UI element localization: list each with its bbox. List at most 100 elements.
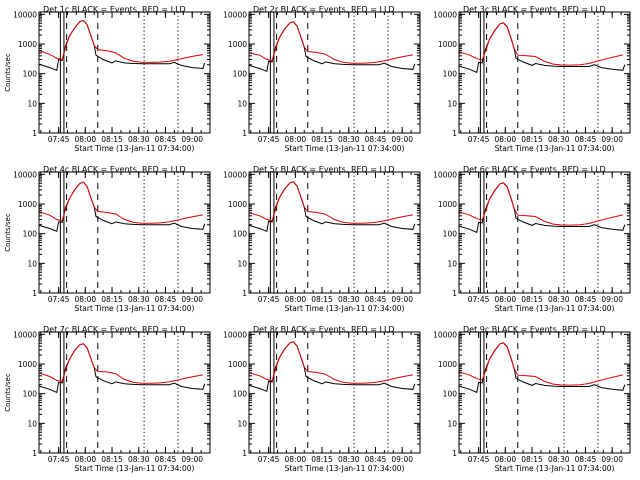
x-tick-label: 08:30 <box>338 135 360 144</box>
x-tick-label: 08:00 <box>75 295 97 304</box>
y-tick-label: 10 <box>237 99 247 108</box>
x-tick-label: 07:45 <box>468 135 490 144</box>
x-tick-label: 07:45 <box>48 135 70 144</box>
x-tick-label: 08:45 <box>365 455 387 464</box>
y-tick-label: 100 <box>443 230 458 239</box>
x-axis-label: Start Time (13-Jan-11 07:34:00) <box>285 304 405 313</box>
y-tick-label: 1000 <box>18 200 37 209</box>
x-tick-label: 08:45 <box>575 135 597 144</box>
panel-title: Det 4c BLACK = Events, RED = LLD <box>43 165 186 174</box>
x-axis-label: Start Time (13-Jan-11 07:34:00) <box>495 304 615 313</box>
x-tick-label: 08:30 <box>548 455 570 464</box>
y-tick-label: 100 <box>23 390 38 399</box>
y-tick-label: 1000 <box>228 40 247 49</box>
x-tick-label: 08:30 <box>338 295 360 304</box>
panel-title: Det 3c BLACK = Events, RED = LLD <box>463 5 606 14</box>
y-tick-label: 1 <box>452 129 457 138</box>
y-tick-label: 1000 <box>438 40 457 49</box>
y-tick-label: 1 <box>452 449 457 458</box>
plot-frame <box>458 11 631 134</box>
y-tick-label: 10000 <box>13 170 37 179</box>
x-tick-label: 08:45 <box>155 295 177 304</box>
x-axis-label: Start Time (13-Jan-11 07:34:00) <box>75 144 195 153</box>
x-tick-label: 08:45 <box>365 295 387 304</box>
x-tick-label: 08:00 <box>285 135 307 144</box>
detector-panel-7: 1 10 100 1000 10000 07:45 08:00 08:15 08:30 08:45… <box>4 325 211 473</box>
x-tick-label: 08:00 <box>495 135 517 144</box>
x-tick-label: 07:45 <box>48 295 70 304</box>
y-tick-label: 10000 <box>433 170 457 179</box>
y-tick-label: 10 <box>27 259 37 268</box>
x-tick-label: 09:00 <box>181 135 203 144</box>
x-tick-label: 08:15 <box>311 135 333 144</box>
y-tick-label: 1000 <box>438 200 457 209</box>
y-tick-label: 10000 <box>433 10 457 19</box>
y-tick-label: 1000 <box>228 360 247 369</box>
x-tick-label: 08:45 <box>365 135 387 144</box>
plot-frame <box>38 331 211 454</box>
detector-panel-3: 1 10 100 1000 10000 07:45 08:00 08:15 08:30 08:45… <box>433 5 631 153</box>
y-tick-label: 10000 <box>223 170 247 179</box>
x-axis-label: Start Time (13-Jan-11 07:34:00) <box>75 304 195 313</box>
x-axis-label: Start Time (13-Jan-11 07:34:00) <box>285 144 405 153</box>
x-tick-label: 08:45 <box>575 455 597 464</box>
y-tick-label: 10 <box>27 419 37 428</box>
panel-title: Det 1c BLACK = Events, RED = LLD <box>43 5 186 14</box>
lld-series-line <box>459 182 624 226</box>
x-tick-label: 08:30 <box>128 135 150 144</box>
y-tick-label: 100 <box>443 70 458 79</box>
y-tick-label: 1 <box>32 129 37 138</box>
y-tick-label: 10 <box>237 259 247 268</box>
y-tick-label: 1 <box>242 289 247 298</box>
lld-series-line <box>249 341 413 384</box>
plot-frame <box>248 331 421 454</box>
x-tick-label: 08:15 <box>521 455 543 464</box>
plot-frame <box>458 171 631 294</box>
x-tick-label: 08:15 <box>311 295 333 304</box>
y-tick-label: 10000 <box>13 330 37 339</box>
x-axis-label: Start Time (13-Jan-11 07:34:00) <box>285 464 405 473</box>
lld-series-line <box>459 22 624 66</box>
lld-series-line <box>39 19 203 63</box>
x-tick-label: 08:30 <box>128 295 150 304</box>
y-tick-label: 1 <box>452 289 457 298</box>
y-tick-label: 10 <box>447 259 457 268</box>
x-tick-label: 07:45 <box>48 455 70 464</box>
x-tick-label: 08:30 <box>128 455 150 464</box>
y-tick-label: 1 <box>32 289 37 298</box>
x-tick-label: 09:00 <box>601 135 623 144</box>
plot-frame <box>458 331 631 454</box>
x-axis-label: Start Time (13-Jan-11 07:34:00) <box>495 144 615 153</box>
y-tick-label: 1 <box>242 129 247 138</box>
x-tick-label: 08:15 <box>311 455 333 464</box>
y-axis-label: Counts/sec <box>4 53 12 92</box>
x-tick-label: 09:00 <box>181 295 203 304</box>
detector-panel-5: 1 10 100 1000 10000 07:45 08:00 08:15 08:30 08:45… <box>223 165 421 313</box>
detector-panel-6: 1 10 100 1000 10000 07:45 08:00 08:15 08:30 08:45… <box>433 165 631 313</box>
plot-frame <box>38 171 211 294</box>
x-tick-label: 07:45 <box>468 295 490 304</box>
plot-frame <box>38 11 211 134</box>
x-axis-label: Start Time (13-Jan-11 07:34:00) <box>75 464 195 473</box>
y-tick-label: 100 <box>443 390 458 399</box>
x-tick-label: 08:15 <box>521 135 543 144</box>
y-tick-label: 10 <box>447 99 457 108</box>
x-tick-label: 08:45 <box>575 295 597 304</box>
detector-panel-2: 1 10 100 1000 10000 07:45 08:00 08:15 08:30 08:45… <box>223 5 421 153</box>
x-tick-label: 08:00 <box>285 295 307 304</box>
y-tick-label: 1000 <box>18 360 37 369</box>
y-tick-label: 100 <box>233 230 248 239</box>
x-tick-label: 09:00 <box>181 455 203 464</box>
x-axis-label: Start Time (13-Jan-11 07:34:00) <box>495 464 615 473</box>
y-tick-label: 1 <box>242 449 247 458</box>
y-tick-label: 10000 <box>433 330 457 339</box>
x-tick-label: 07:45 <box>468 455 490 464</box>
detector-panel-8: 1 10 100 1000 10000 07:45 08:00 08:15 08:30 08:45… <box>223 325 421 473</box>
lld-series-line <box>39 343 203 384</box>
y-tick-label: 1 <box>32 449 37 458</box>
lld-series-line <box>459 342 624 386</box>
x-tick-label: 08:00 <box>75 455 97 464</box>
x-tick-label: 08:00 <box>285 455 307 464</box>
x-tick-label: 07:45 <box>258 455 280 464</box>
